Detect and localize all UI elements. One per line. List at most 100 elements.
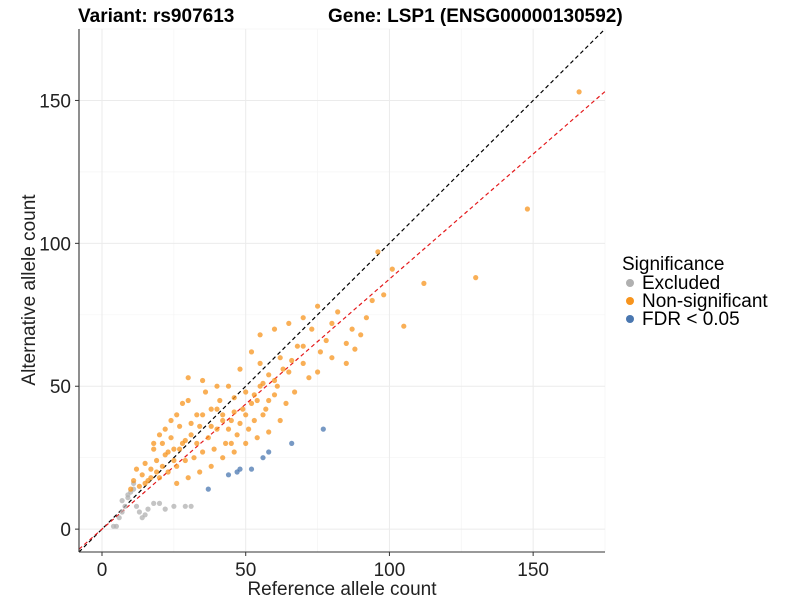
- point-excluded: [182, 503, 188, 509]
- point-non-significant: [174, 463, 180, 469]
- point-non-significant: [211, 446, 217, 452]
- point-non-significant: [277, 355, 283, 361]
- point-excluded: [119, 509, 125, 515]
- point-non-significant: [294, 343, 300, 349]
- point-non-significant: [202, 389, 209, 395]
- point-non-significant: [254, 397, 260, 404]
- point-excluded: [171, 503, 177, 509]
- point-non-significant: [248, 400, 255, 406]
- grid: [79, 28, 606, 552]
- point-non-significant: [323, 337, 329, 344]
- point-non-significant: [136, 483, 142, 489]
- point-non-significant: [266, 397, 272, 404]
- point-non-significant: [182, 457, 188, 464]
- point-non-significant: [174, 412, 180, 418]
- point-non-significant: [188, 420, 194, 426]
- point-non-significant: [208, 406, 214, 412]
- x-tick-label: 150: [517, 560, 549, 581]
- point-non-significant: [182, 437, 188, 444]
- point-non-significant: [177, 446, 183, 452]
- reference-lines: [78, 28, 606, 553]
- point-excluded: [145, 506, 151, 512]
- point-non-significant: [220, 412, 226, 418]
- point-excluded: [156, 500, 163, 506]
- point-non-significant: [266, 429, 272, 435]
- point-non-significant: [343, 360, 349, 366]
- point-non-significant: [317, 349, 323, 355]
- point-non-significant: [174, 480, 180, 486]
- point-non-significant: [277, 417, 283, 424]
- point-non-significant: [237, 366, 243, 372]
- point-non-significant: [389, 266, 395, 272]
- y-tick-label: 0: [60, 520, 71, 541]
- point-non-significant: [200, 377, 206, 384]
- point-excluded: [162, 506, 168, 512]
- legend-title: Significance: [622, 254, 724, 275]
- point-non-significant: [349, 326, 355, 332]
- point-non-significant: [231, 395, 237, 401]
- x-tick-label: 0: [97, 560, 108, 581]
- point-non-significant: [240, 406, 246, 412]
- point-non-significant: [128, 486, 134, 492]
- point-non-significant: [220, 455, 226, 461]
- point-non-significant: [363, 315, 369, 321]
- point-non-significant: [300, 315, 306, 321]
- legend-swatch: [626, 279, 634, 287]
- point-non-significant: [246, 426, 252, 432]
- point-non-significant: [274, 383, 280, 389]
- point-non-significant: [401, 323, 407, 329]
- point-fdr-0-05: [237, 466, 243, 472]
- point-excluded: [188, 503, 194, 509]
- point-fdr-0-05: [289, 440, 295, 446]
- point-non-significant: [251, 417, 257, 424]
- point-non-significant: [208, 423, 214, 429]
- point-fdr-0-05: [248, 466, 255, 472]
- point-non-significant: [214, 426, 220, 432]
- point-non-significant: [329, 355, 335, 361]
- legend-swatch: [626, 297, 634, 305]
- point-non-significant: [263, 406, 269, 412]
- point-non-significant: [335, 309, 341, 315]
- y-tick-label: 150: [39, 91, 71, 112]
- point-non-significant: [214, 406, 220, 412]
- point-non-significant: [286, 320, 292, 326]
- point-non-significant: [139, 472, 145, 478]
- point-non-significant: [151, 440, 157, 446]
- point-non-significant: [243, 440, 249, 446]
- point-fdr-0-05: [266, 449, 272, 455]
- point-non-significant: [208, 463, 214, 469]
- point-non-significant: [200, 449, 206, 455]
- point-non-significant: [179, 400, 186, 406]
- point-excluded: [133, 503, 140, 509]
- y-axis-title: Alternative allele count: [19, 194, 40, 386]
- point-non-significant: [223, 440, 229, 446]
- point-fdr-0-05: [225, 472, 232, 478]
- point-non-significant: [188, 432, 194, 438]
- point-excluded: [116, 515, 122, 521]
- point-excluded: [113, 523, 119, 529]
- point-non-significant: [283, 400, 289, 406]
- legend-label: Non-significant: [642, 291, 768, 312]
- point-non-significant: [168, 435, 174, 441]
- point-excluded: [151, 500, 157, 506]
- point-non-significant: [162, 426, 168, 432]
- point-non-significant: [271, 326, 278, 332]
- point-non-significant: [231, 409, 237, 415]
- point-non-significant: [343, 340, 349, 346]
- point-non-significant: [260, 380, 266, 386]
- point-non-significant: [375, 249, 381, 255]
- point-non-significant: [260, 412, 266, 418]
- point-non-significant: [159, 463, 165, 469]
- point-non-significant: [352, 346, 358, 352]
- point-non-significant: [234, 432, 240, 438]
- x-axis-title: Reference allele count: [247, 579, 437, 600]
- point-non-significant: [217, 397, 223, 404]
- point-non-significant: [165, 469, 171, 475]
- point-non-significant: [248, 349, 255, 355]
- axes: 0 50 100 150 0 50 100 150: [39, 29, 605, 581]
- point-non-significant: [214, 383, 220, 389]
- point-non-significant: [156, 432, 163, 438]
- point-excluded: [125, 492, 131, 498]
- point-non-significant: [228, 417, 234, 424]
